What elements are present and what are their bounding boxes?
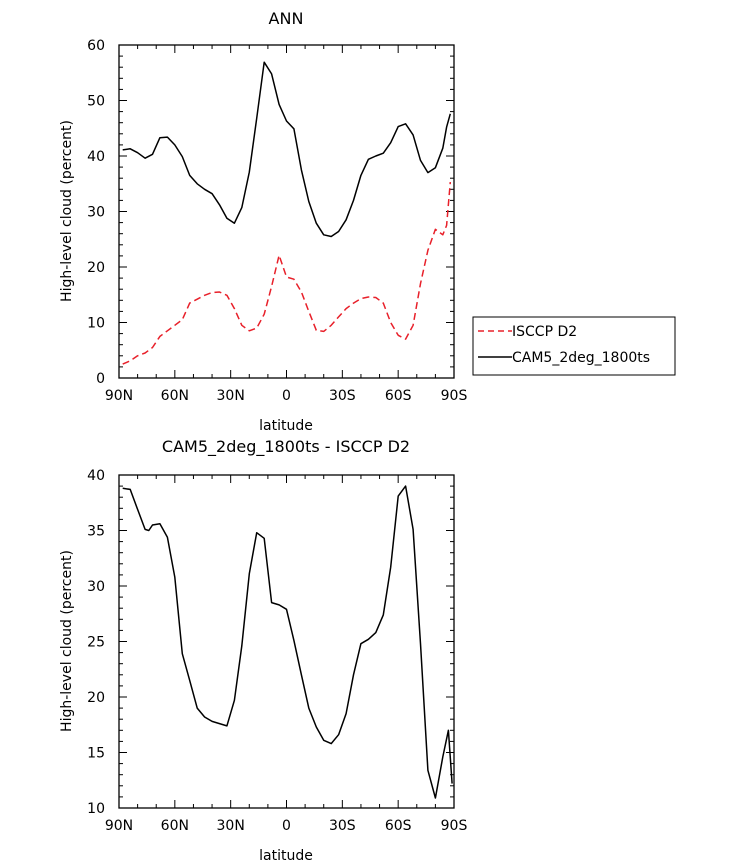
bottom-y-tick-label: 20	[87, 690, 105, 706]
bottom-series-lines	[122, 485, 453, 799]
top-y-tick-label: 50	[87, 94, 105, 110]
top-x-tick-label: 90N	[105, 388, 133, 404]
top-x-tick-label: 90S	[441, 388, 468, 404]
top-y-tick-label: 20	[87, 260, 105, 276]
bottom-x-tick-label: 60S	[385, 818, 412, 834]
top-series-lines	[122, 61, 452, 365]
top-x-tick-label: 30N	[217, 388, 245, 404]
top-x-tick-label: 60N	[161, 388, 189, 404]
top-series-line-cam5-2deg-1800ts	[122, 61, 452, 238]
bottom-x-tick-label: 90N	[105, 818, 133, 834]
bottom-x-tick-label: 60N	[161, 818, 189, 834]
bottom-x-tick-label: 0	[282, 818, 291, 834]
top-y-tick-label: 10	[87, 316, 105, 332]
top-y-axis-label: High-level cloud (percent)	[59, 120, 75, 302]
bottom-x-tick-label: 30S	[329, 818, 356, 834]
top-tick-marks	[118, 44, 455, 379]
top-x-tick-label: 0	[282, 388, 291, 404]
top-series-line-isccp-d2	[122, 182, 452, 365]
top-y-tick-label: 40	[87, 149, 105, 165]
legend: ISCCP D2 CAM5_2deg_1800ts	[472, 316, 676, 376]
bottom-x-tick-label: 30N	[217, 818, 245, 834]
top-y-tick-labels: 0 10 20 30 40 50 60	[87, 38, 105, 387]
top-chart-panel: ANN 90N 60N 30N 0 30S 60S 90S 0 10 20 30 40 50 60 la…	[59, 9, 676, 434]
bottom-y-tick-label: 35	[87, 524, 105, 540]
top-plot-frame	[118, 44, 455, 379]
top-y-tick-label: 30	[87, 205, 105, 221]
bottom-y-tick-label: 10	[87, 801, 105, 817]
legend-label-isccp: ISCCP D2	[512, 324, 577, 340]
bottom-y-tick-label: 40	[87, 468, 105, 484]
top-chart-title: ANN	[269, 9, 304, 28]
bottom-y-tick-label: 25	[87, 635, 105, 651]
bottom-y-tick-labels: 10 15 20 25 30 35 40	[87, 468, 105, 817]
bottom-x-tick-labels: 90N 60N 30N 0 30S 60S 90S	[105, 818, 468, 834]
top-y-tick-label: 0	[96, 371, 105, 387]
bottom-chart-panel: CAM5_2deg_1800ts - ISCCP D2 90N 60N 30N 0 30…	[59, 437, 467, 864]
top-x-tick-labels: 90N 60N 30N 0 30S 60S 90S	[105, 388, 468, 404]
top-x-axis-label: latitude	[259, 418, 313, 434]
top-x-tick-label: 60S	[385, 388, 412, 404]
bottom-x-tick-label: 90S	[441, 818, 468, 834]
legend-box	[472, 316, 676, 376]
bottom-x-axis-label: latitude	[259, 848, 313, 864]
bottom-y-axis-label: High-level cloud (percent)	[59, 550, 75, 732]
bottom-y-tick-label: 30	[87, 579, 105, 595]
bottom-plot-frame	[118, 474, 455, 809]
bottom-y-tick-label: 15	[87, 746, 105, 762]
legend-label-cam5: CAM5_2deg_1800ts	[512, 350, 650, 366]
top-y-tick-label: 60	[87, 38, 105, 54]
bottom-series-line-difference	[122, 485, 453, 799]
top-x-tick-label: 30S	[329, 388, 356, 404]
bottom-chart-title: CAM5_2deg_1800ts - ISCCP D2	[162, 437, 410, 457]
bottom-tick-marks	[118, 474, 455, 809]
